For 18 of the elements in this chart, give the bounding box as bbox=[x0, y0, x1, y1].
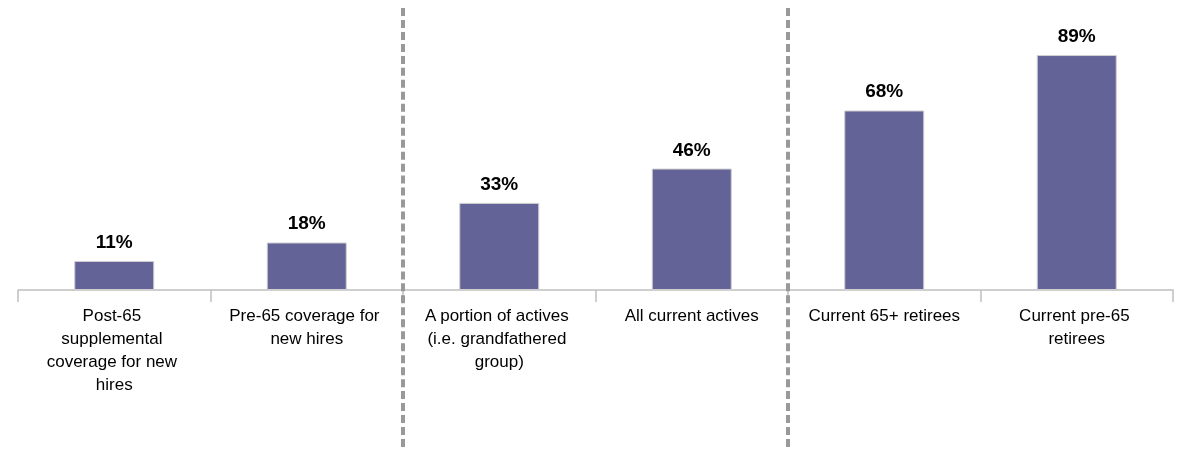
data-label: 18% bbox=[287, 212, 326, 234]
x-tick-label: All current actives bbox=[624, 306, 759, 325]
x-tick-label: Pre-65 coverage for new hires bbox=[229, 306, 385, 348]
bar bbox=[844, 110, 925, 290]
x-tick-label: A portion of actives (i.e. grandfathered group) bbox=[425, 306, 574, 371]
data-label: 89% bbox=[1057, 25, 1096, 47]
bar bbox=[651, 168, 732, 290]
data-label: 33% bbox=[480, 172, 519, 194]
bar bbox=[74, 260, 155, 290]
x-tick-label: Current 65+ retirees bbox=[808, 306, 961, 325]
x-tick-label: Current pre-65 retirees bbox=[1019, 306, 1135, 348]
bar bbox=[266, 242, 347, 290]
data-label: 11% bbox=[95, 230, 133, 252]
x-tick-label: Post-65 supplemental coverage for new hires bbox=[46, 306, 182, 394]
data-label: 68% bbox=[865, 80, 904, 102]
bar bbox=[1036, 55, 1117, 290]
data-label: 46% bbox=[672, 138, 711, 160]
bar bbox=[459, 202, 540, 290]
